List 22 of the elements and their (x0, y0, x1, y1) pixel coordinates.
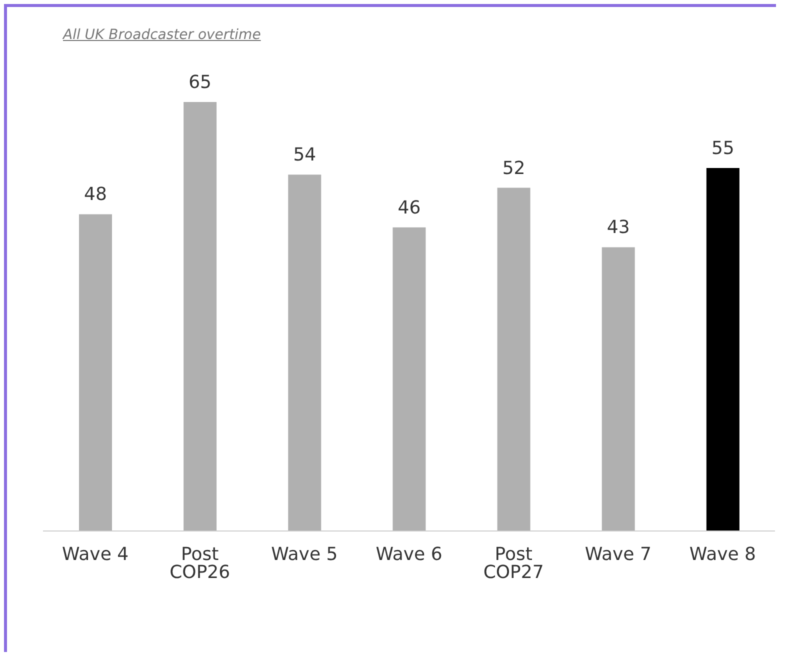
x-tick-label: Post COP26 (170, 544, 230, 583)
data-label: 48 (84, 184, 107, 206)
data-label: 43 (606, 217, 630, 238)
x-tick-label: Wave 8 (689, 544, 756, 565)
x-tick-label: Post COP27 (483, 544, 544, 583)
data-label: 54 (293, 144, 316, 166)
data-label: 46 (398, 197, 421, 218)
data-label: 65 (188, 72, 212, 93)
bar (706, 168, 740, 531)
bar (184, 102, 217, 531)
bar (79, 214, 112, 531)
bar (497, 188, 530, 531)
x-tick-label: Wave 5 (271, 544, 338, 565)
x-tick-label: Wave 7 (584, 544, 652, 565)
data-label: 52 (502, 158, 526, 179)
bar (392, 227, 426, 531)
x-tick-label: Wave 4 (62, 544, 129, 565)
chart-title: All UK Broadcaster overtime (63, 27, 261, 43)
x-tick-label: Wave 6 (376, 544, 442, 565)
bar (602, 247, 635, 531)
bar (288, 174, 322, 531)
data-label: 55 (711, 138, 734, 159)
